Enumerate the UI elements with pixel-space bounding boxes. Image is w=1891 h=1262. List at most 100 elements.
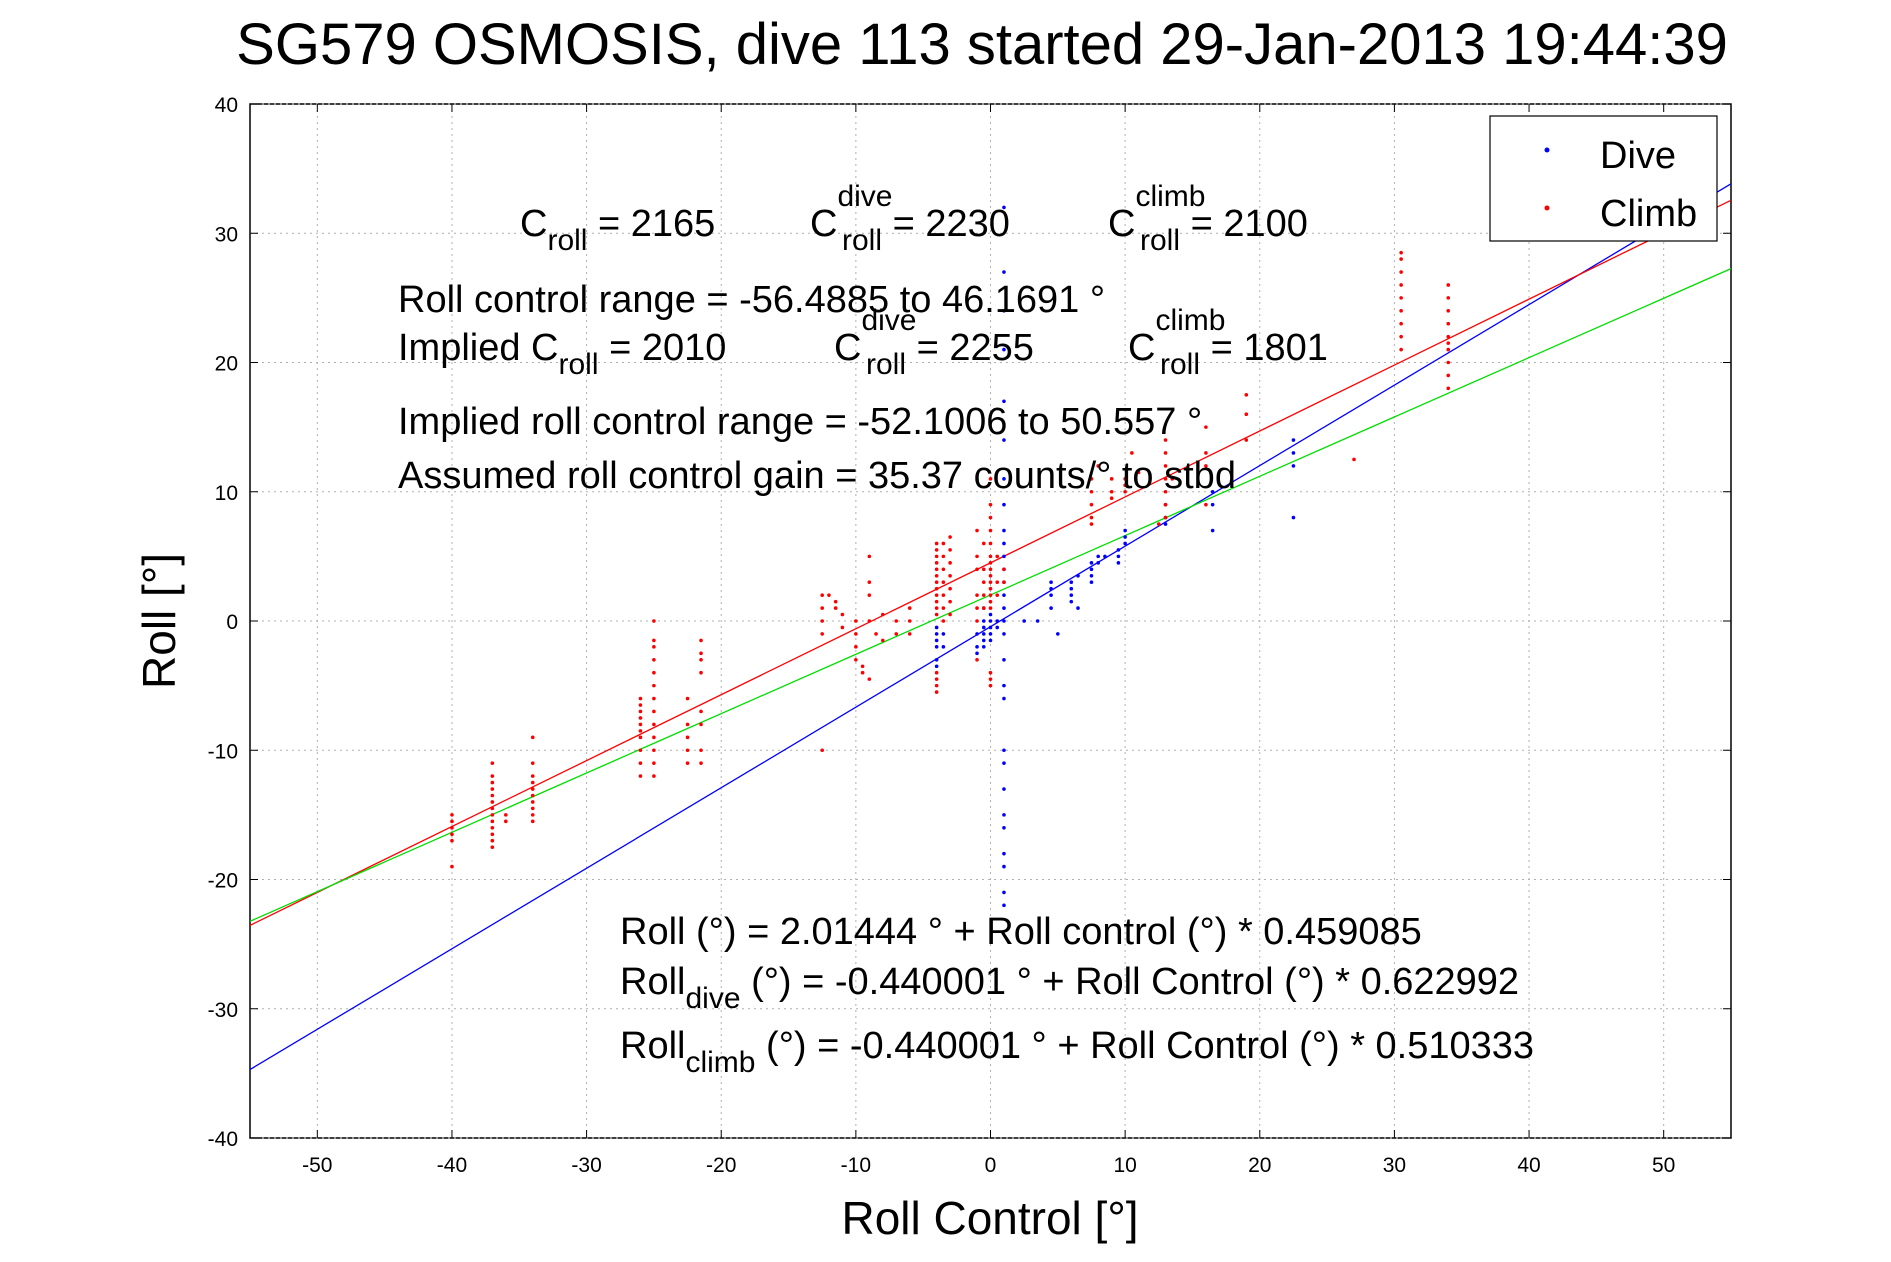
climb-point: [988, 567, 993, 572]
dive-point: [975, 651, 979, 656]
climb-point: [988, 573, 993, 578]
climb-point: [699, 761, 703, 765]
climb-point: [1002, 580, 1006, 585]
climb-point: [948, 586, 952, 591]
climb-point: [934, 599, 939, 604]
climb-point: [1156, 522, 1161, 526]
dive-point: [1076, 573, 1080, 578]
dive-point: [1049, 580, 1053, 585]
climb-point: [988, 561, 993, 565]
dive-point: [1002, 502, 1006, 507]
climb-point: [934, 541, 939, 546]
climb-point: [1109, 477, 1114, 481]
dive-point: [1123, 535, 1127, 539]
dive-point: [988, 625, 993, 630]
annotation-implied-c-roll-dive: Cdive roll = 2255: [834, 304, 1034, 381]
dive-point: [1002, 477, 1006, 481]
climb-point: [833, 599, 838, 604]
climb-point: [1399, 321, 1403, 326]
climb-point: [981, 606, 986, 610]
climb-point: [1446, 309, 1451, 313]
climb-point: [1109, 496, 1114, 501]
climb-point: [450, 832, 454, 837]
climb-point: [941, 619, 946, 623]
climb-point: [530, 793, 535, 798]
dive-point: [1002, 632, 1006, 636]
climb-point: [1244, 438, 1249, 442]
dive-point: [981, 625, 986, 630]
dive-point: [1002, 399, 1006, 404]
y-tick-label: -30: [208, 999, 238, 1022]
climb-point: [880, 612, 885, 617]
climb-point: [941, 554, 946, 559]
dive-point: [1002, 347, 1006, 352]
climb-point: [490, 838, 495, 843]
dive-point: [1123, 541, 1127, 546]
climb-point: [934, 593, 939, 597]
climb-point: [685, 722, 690, 727]
annotation-fit-dive: Rolldive (°) = -0.440001 ° + Roll Contro…: [620, 961, 1519, 1015]
axis-ticks: -50 -40 -30 -20 -10 0 10 20 30 40 50 -40 -30 -20 -10 0 1…: [208, 94, 1731, 1177]
climb-point: [988, 670, 993, 675]
legend-dive-label: Dive: [1600, 135, 1676, 177]
climb-point: [981, 567, 986, 572]
dive-point: [988, 632, 993, 636]
climb-point: [1399, 334, 1403, 339]
climb-point: [948, 548, 952, 552]
climb-point: [988, 477, 993, 481]
climb-point: [450, 813, 454, 817]
climb-point: [988, 677, 993, 681]
climb-point: [1130, 451, 1134, 455]
climb-point: [1089, 502, 1094, 507]
dive-point: [1163, 522, 1168, 526]
dive-point: [1002, 683, 1006, 688]
climb-point: [1163, 515, 1168, 520]
dive-point: [1116, 548, 1121, 552]
dive-point: [1210, 502, 1215, 507]
climb-point: [988, 580, 993, 585]
climb-point: [1446, 283, 1451, 287]
dive-point: [988, 638, 993, 643]
climb-point: [907, 619, 912, 623]
climb-point: [934, 586, 939, 591]
dive-point: [988, 619, 993, 623]
climb-point: [1096, 464, 1101, 468]
climb-point: [1089, 477, 1094, 481]
climb-point: [1244, 393, 1249, 397]
data-points: [450, 205, 1451, 908]
dive-point: [1002, 890, 1006, 895]
climb-point: [948, 573, 952, 578]
dive-point: [1002, 541, 1006, 546]
climb-point: [490, 819, 495, 824]
climb-point: [854, 657, 858, 662]
climb-point: [1123, 483, 1127, 488]
climb-point: [652, 657, 656, 662]
dive-point: [1069, 593, 1074, 597]
climb-point: [934, 567, 939, 572]
climb-point: [530, 761, 535, 765]
dive-point: [1210, 489, 1215, 494]
dive-point: [1069, 586, 1074, 591]
climb-point: [699, 709, 703, 714]
climb-point: [490, 793, 495, 798]
climb-point: [1136, 470, 1141, 475]
y-tick-label: 20: [215, 353, 238, 376]
climb-point: [907, 632, 912, 636]
climb-point: [530, 813, 535, 817]
dive-point: [981, 638, 986, 643]
climb-point: [1446, 321, 1451, 326]
climb-point: [981, 541, 986, 546]
climb-point: [699, 748, 703, 753]
climb-point: [948, 612, 952, 617]
climb-point: [860, 670, 865, 675]
climb-point: [652, 709, 656, 714]
dive-point: [934, 638, 939, 643]
climb-point: [934, 612, 939, 617]
dive-point: [1103, 554, 1107, 559]
climb-point: [1399, 257, 1403, 261]
climb-point: [530, 787, 535, 791]
dive-point: [1291, 438, 1296, 442]
climb-point: [934, 561, 939, 565]
dive-point: [1291, 464, 1296, 468]
climb-point: [934, 670, 939, 675]
